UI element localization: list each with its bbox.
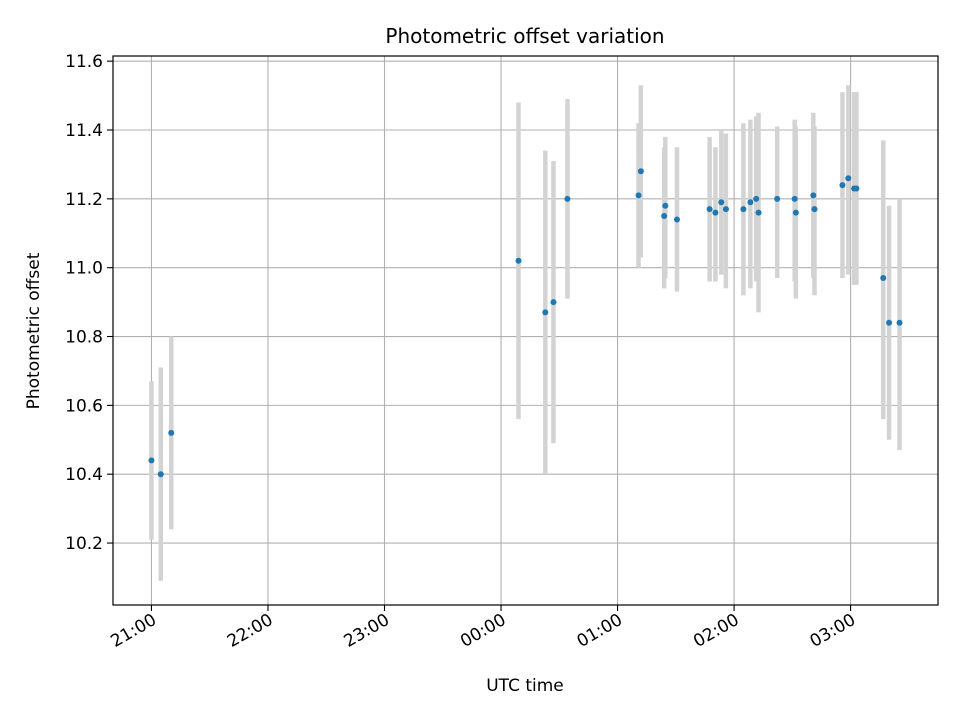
data-point (550, 299, 557, 306)
data-point (896, 319, 903, 326)
data-point (662, 202, 669, 209)
y-axis-ticks: 10.2 10.4 10.6 10.8 11.0 11.2 11.4 11.6 (65, 52, 113, 554)
y-axis-label: Photometric offset (24, 252, 44, 409)
data-point (157, 471, 164, 478)
data-point (706, 206, 713, 213)
data-point (839, 182, 846, 189)
data-point (722, 206, 729, 213)
y-tick-label: 10.8 (65, 328, 103, 348)
data-point (168, 429, 175, 436)
data-point (853, 185, 860, 192)
data-point (718, 199, 725, 206)
y-tick-label: 11.6 (65, 52, 103, 72)
data-point (635, 192, 642, 199)
data-point (845, 175, 852, 182)
y-tick-label: 11.2 (65, 190, 103, 210)
y-tick-label: 10.6 (65, 396, 103, 416)
data-point (886, 319, 893, 326)
data-point (515, 257, 522, 264)
data-point (661, 213, 668, 220)
data-point (747, 199, 754, 206)
data-point (810, 192, 817, 199)
chart-title: Photometric offset variation (385, 24, 664, 48)
data-point (792, 209, 799, 216)
data-point (542, 309, 549, 316)
data-point (564, 195, 571, 202)
y-tick-label: 11.4 (65, 121, 103, 141)
data-point (811, 206, 818, 213)
data-point (637, 168, 644, 175)
plot-area (113, 56, 938, 605)
data-point (774, 195, 781, 202)
data-point (673, 216, 680, 223)
grid-lines (113, 56, 938, 605)
y-tick-label: 11.0 (65, 259, 103, 279)
data-point (148, 457, 155, 464)
data-point (712, 209, 719, 216)
plot-frame (112, 55, 939, 606)
y-tick-label: 10.4 (65, 465, 103, 485)
data-point (755, 209, 762, 216)
data-point (791, 195, 798, 202)
x-axis-label: UTC time (486, 676, 564, 696)
data-point (740, 206, 747, 213)
data-points (148, 168, 903, 478)
data-point (753, 195, 760, 202)
data-point (880, 275, 887, 282)
y-tick-label: 10.2 (65, 534, 103, 554)
